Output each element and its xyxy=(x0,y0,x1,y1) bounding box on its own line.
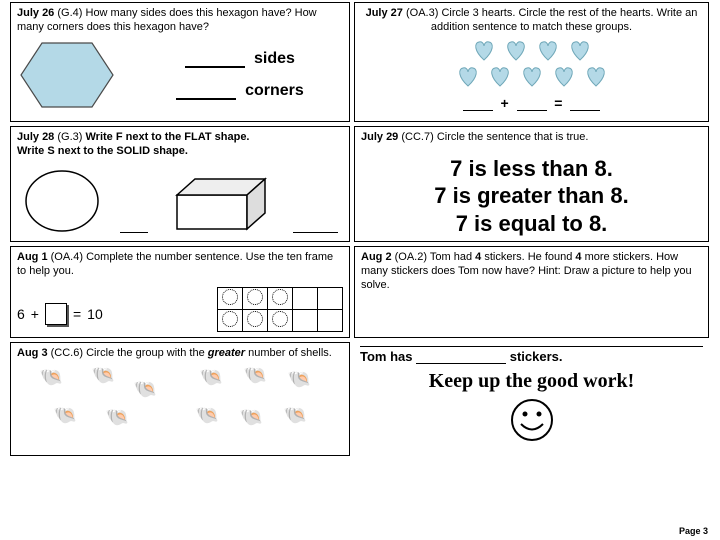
ten-frame xyxy=(217,287,343,332)
heart-icon xyxy=(487,65,513,89)
tomhas-post: stickers. xyxy=(510,349,563,364)
statements: 7 is less than 8. 7 is greater than 8. 7… xyxy=(361,155,702,238)
heart-icon xyxy=(535,39,561,63)
heart-icon xyxy=(551,65,577,89)
sides-line: sides xyxy=(137,50,343,68)
prompt-jul29: July 29 (CC.7) Circle the sentence that … xyxy=(361,131,702,145)
prompt-jul26: July 26 (G.4) How many sides does this h… xyxy=(17,7,343,35)
eq: = xyxy=(554,95,562,111)
heart-icon xyxy=(455,65,481,89)
heart-icon xyxy=(503,39,529,63)
q2-jul28: Write S next to the SOLID shape. xyxy=(17,145,188,157)
shell-icon: 🐚 xyxy=(287,366,314,392)
smiley-icon xyxy=(360,395,703,448)
date-aug3: Aug 3 xyxy=(17,347,48,359)
heart-icon xyxy=(567,39,593,63)
six: 6 xyxy=(17,306,25,322)
shell-icon: 🐚 xyxy=(91,362,118,388)
prompt-aug1: Aug 1 (OA.4) Complete the number sentenc… xyxy=(17,251,343,279)
hearts-row1 xyxy=(361,39,702,63)
date-aug1: Aug 1 xyxy=(17,251,48,263)
code-aug3: (CC.6) xyxy=(51,347,83,359)
q-aug3-pre: Circle the group with the xyxy=(86,347,208,359)
tomhas-pre: Tom has xyxy=(360,349,413,364)
eq: = xyxy=(73,306,81,322)
code-aug1: (OA.4) xyxy=(51,251,83,263)
shell-icon: 🐚 xyxy=(53,402,80,428)
cell-jul29: July 29 (CC.7) Circle the sentence that … xyxy=(354,126,709,242)
sides-label: sides xyxy=(254,50,295,67)
counter-icon xyxy=(247,289,263,305)
shell-group-left: 🐚 🐚 🐚 🐚 🐚 xyxy=(35,365,165,435)
shell-icon: 🐚 xyxy=(239,404,266,430)
counter-icon xyxy=(222,311,238,327)
counter-icon xyxy=(247,311,263,327)
date-jul27: July 27 xyxy=(366,7,403,19)
stmt2: 7 is greater than 8. xyxy=(361,182,702,210)
shell-icon: 🐚 xyxy=(105,404,132,430)
page-number: Page 3 xyxy=(679,526,708,536)
box-solid-shape xyxy=(165,173,275,233)
code-jul28: (G.3) xyxy=(57,131,82,143)
keep-up-text: Keep up the good work! xyxy=(360,370,703,393)
prompt-aug3: Aug 3 (CC.6) Circle the group with the g… xyxy=(17,347,343,361)
plus: + xyxy=(501,95,509,111)
prompt-jul27: July 27 (OA.3) Circle 3 hearts. Circle t… xyxy=(361,7,702,35)
code-jul29: (CC.7) xyxy=(401,131,433,143)
shell-icon: 🐚 xyxy=(243,362,270,388)
hearts-row2 xyxy=(361,65,702,89)
cell-aug1: Aug 1 (OA.4) Complete the number sentenc… xyxy=(10,246,350,338)
corners-label: corners xyxy=(245,82,304,99)
stmt3: 7 is equal to 8. xyxy=(361,210,702,238)
hexagon-shape xyxy=(17,39,117,111)
cell-footer: Tom has stickers. Keep up the good work! xyxy=(354,342,709,456)
code-jul27: (OA.3) xyxy=(406,7,438,19)
q-aug3-post: number of shells. xyxy=(245,347,332,359)
stmt1: 7 is less than 8. xyxy=(361,155,702,183)
cell-aug3: Aug 3 (CC.6) Circle the group with the g… xyxy=(10,342,350,456)
shell-group-right: 🐚 🐚 🐚 🐚 🐚 🐚 xyxy=(195,365,325,435)
tom-has-line: Tom has stickers. xyxy=(360,346,703,364)
counter-icon xyxy=(272,311,288,327)
cell-jul28: July 28 (G.3) Write F next to the FLAT s… xyxy=(10,126,350,242)
prompt-aug2: Aug 2 (OA.2) Tom had 4 stickers. He foun… xyxy=(361,251,702,292)
plus: + xyxy=(31,306,39,322)
corners-line: corners xyxy=(137,82,343,100)
heart-icon xyxy=(471,39,497,63)
blank-solid xyxy=(293,232,338,233)
number-sentence: 6 + = 10 xyxy=(17,303,103,325)
q1-jul28: Write F next to the FLAT shape. xyxy=(86,131,250,143)
counter-icon xyxy=(222,289,238,305)
cell-jul27: July 27 (OA.3) Circle 3 hearts. Circle t… xyxy=(354,2,709,122)
circle-flat-shape xyxy=(22,169,102,233)
counter-icon xyxy=(272,289,288,305)
q-jul27: Circle 3 hearts. Circle the rest of the … xyxy=(431,7,698,33)
answer-box xyxy=(45,303,67,325)
heart-icon xyxy=(583,65,609,89)
date-jul29: July 29 xyxy=(361,131,398,143)
code-aug2: (OA.2) xyxy=(395,251,427,263)
date-jul26: July 26 xyxy=(17,7,54,19)
ten: 10 xyxy=(87,306,103,322)
q-aug3-bold: greater xyxy=(208,347,245,359)
q-jul29: Circle the sentence that is true. xyxy=(437,131,589,143)
shell-icon: 🐚 xyxy=(195,402,222,428)
addition-equation: + = xyxy=(361,95,702,111)
prompt-jul28: July 28 (G.3) Write F next to the FLAT s… xyxy=(17,131,343,159)
shell-icon: 🐚 xyxy=(199,364,226,390)
cell-jul26: July 26 (G.4) How many sides does this h… xyxy=(10,2,350,122)
heart-icon xyxy=(519,65,545,89)
shell-icon: 🐚 xyxy=(133,376,160,402)
date-aug2: Aug 2 xyxy=(361,251,392,263)
code-jul26: (G.4) xyxy=(57,7,82,19)
shell-groups: 🐚 🐚 🐚 🐚 🐚 🐚 🐚 🐚 🐚 🐚 🐚 xyxy=(17,365,343,435)
cell-aug2: Aug 2 (OA.2) Tom had 4 stickers. He foun… xyxy=(354,246,709,338)
shell-icon: 🐚 xyxy=(39,364,66,390)
blank-flat xyxy=(120,232,148,233)
shell-icon: 🐚 xyxy=(283,402,310,428)
date-jul28: July 28 xyxy=(17,131,54,143)
